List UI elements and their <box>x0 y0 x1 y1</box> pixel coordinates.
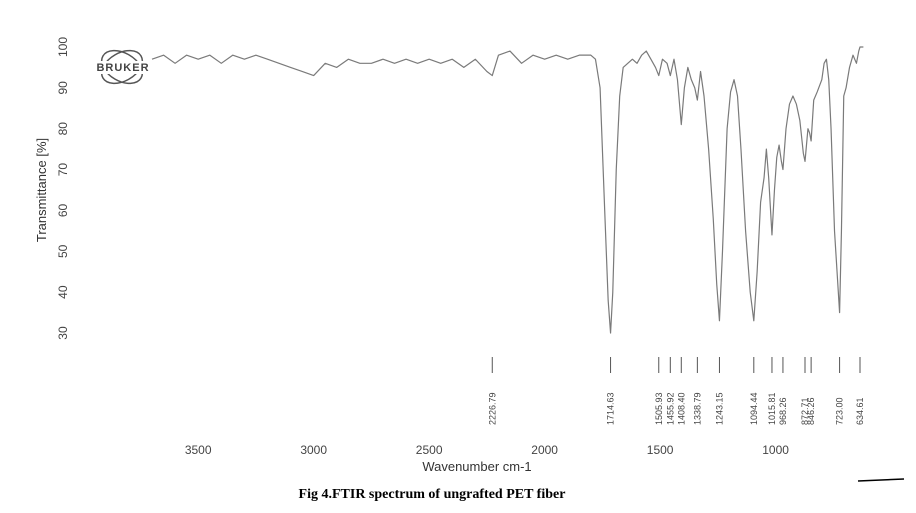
peak-label: 1094.44 <box>749 392 759 425</box>
y-tick-label: 60 <box>56 203 70 217</box>
peak-label: 1505.93 <box>654 392 664 425</box>
peak-label: 634.61 <box>855 397 865 425</box>
peak-label: 2226.79 <box>487 392 497 425</box>
caption: Fig 4.FTIR spectrum of ungrafted PET fib… <box>299 487 566 502</box>
x-tick-label: 3500 <box>185 443 212 457</box>
peak-label: 846.26 <box>806 397 816 425</box>
logo-ring <box>100 49 144 85</box>
x-tick-label: 3000 <box>300 443 327 457</box>
y-tick-label: 30 <box>56 326 70 340</box>
peak-label: 1455.92 <box>665 392 675 425</box>
logo-text: BRUKER <box>96 62 149 74</box>
y-tick-label: 50 <box>56 244 70 258</box>
x-axis-label: Wavenumber cm-1 <box>422 459 531 474</box>
logo-band <box>90 61 156 74</box>
y-tick-label: 40 <box>56 285 70 299</box>
logo-ring <box>100 49 144 85</box>
y-tick-label: 90 <box>56 81 70 95</box>
peak-label: 723.00 <box>835 397 845 425</box>
y-tick-label: 70 <box>56 163 70 177</box>
peak-label: 1015.81 <box>767 392 777 425</box>
x-tick-label: 2000 <box>531 443 558 457</box>
x-tick-label: 1000 <box>762 443 789 457</box>
logo: BRUKER <box>90 49 156 85</box>
spectrum-line <box>151 46 864 334</box>
x-tick-label: 1500 <box>647 443 674 457</box>
peak-label: 1243.15 <box>714 392 724 425</box>
peak-label: 872.71 <box>800 397 810 425</box>
peak-label: 1338.79 <box>692 392 702 425</box>
y-tick-label: 80 <box>56 122 70 136</box>
peak-label: 1714.63 <box>606 392 616 425</box>
peak-label: 968.26 <box>778 397 788 425</box>
x-tick-label: 2500 <box>416 443 443 457</box>
decor-line <box>857 478 905 482</box>
peak-label: 1408.40 <box>676 392 686 425</box>
y-tick-label: 100 <box>56 37 70 57</box>
y-axis-label: Transmittance [%] <box>34 138 49 242</box>
